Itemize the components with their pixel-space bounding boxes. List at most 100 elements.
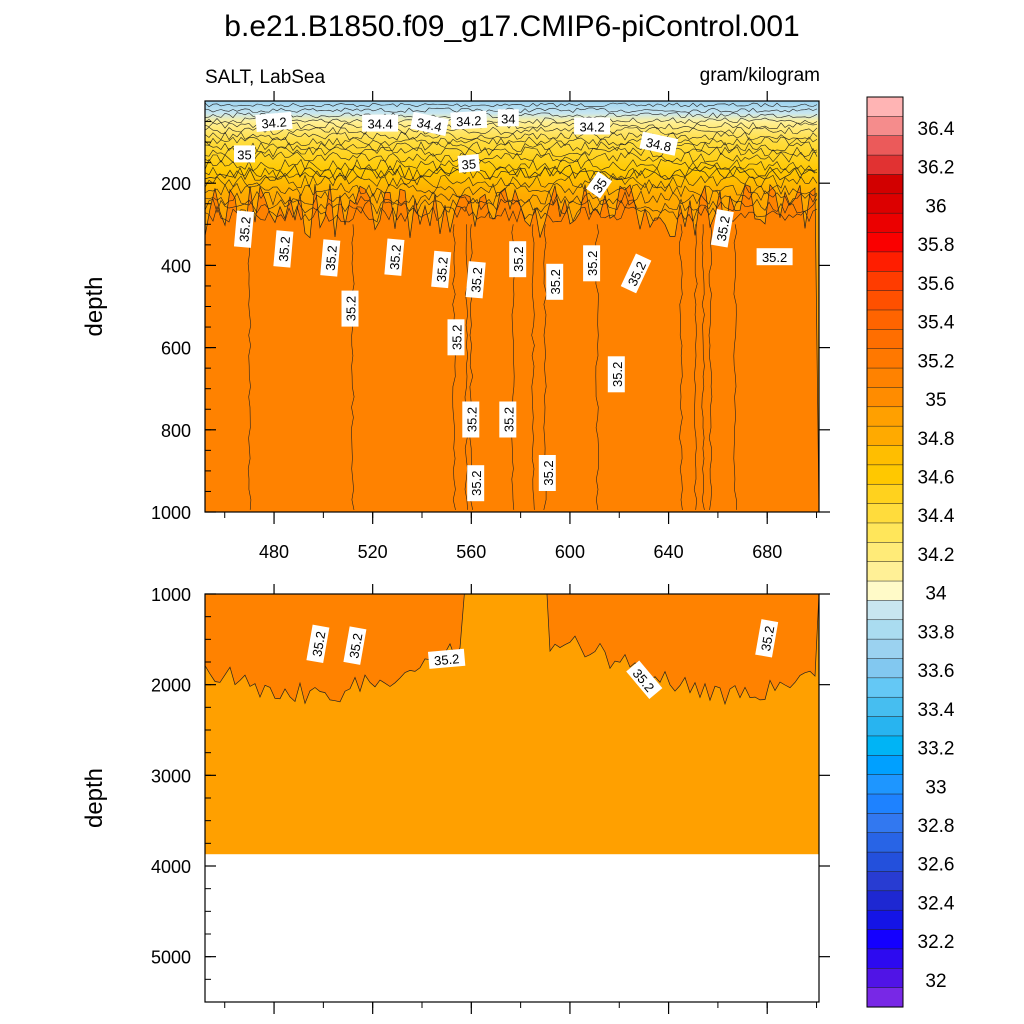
colorbar-swatch xyxy=(866,987,904,1008)
contour-label-box xyxy=(497,109,519,127)
colorbar-swatch xyxy=(866,116,904,137)
contour-label-text: 35.2 xyxy=(309,630,328,658)
colorbar-swatch xyxy=(866,232,904,253)
contour-label-box xyxy=(273,230,294,268)
contour-label-box xyxy=(620,253,652,294)
y-axis-label: depth xyxy=(81,768,108,828)
colorbar-label: 33.6 xyxy=(918,661,955,682)
colorbar-label: 32.2 xyxy=(918,932,955,953)
contour-label: 34.4 xyxy=(410,111,449,136)
colorbar-label: 34.8 xyxy=(918,429,955,450)
contour-line xyxy=(701,224,705,510)
colorbar: 36.4 36.2 36 35.8 35.6 35.4 35.2 35 34.8 34.6 34.4… xyxy=(866,96,955,1008)
colorbar-swatch xyxy=(866,154,904,175)
contour-label-box xyxy=(431,250,452,289)
contour-label: 35.2 xyxy=(320,239,341,277)
contour-label-text: 34.2 xyxy=(261,114,288,131)
lower-panel-bands xyxy=(205,594,819,1002)
upper-panel-contour-labels: 34.2 34.4 34.4 34.2 34 34.2 34.8 35 35 35 35.2 35.2… xyxy=(233,109,793,502)
colorbar-swatch xyxy=(866,890,904,911)
lower-panel-axes: 1000 2000 3000 4000 5000 depth xyxy=(81,584,830,1014)
colorbar-label: 33.4 xyxy=(918,700,955,721)
contour-label: 35.2 xyxy=(341,290,359,327)
contour-label-box xyxy=(574,117,611,135)
colorbar-label: 33 xyxy=(925,777,946,798)
contour-line xyxy=(205,205,818,223)
contour-label-text: 35 xyxy=(590,175,611,195)
contour-label-box xyxy=(626,660,663,700)
colorbar-swatch xyxy=(866,948,904,969)
contour-label-text: 35.2 xyxy=(585,251,600,276)
contour-label-box xyxy=(538,455,556,491)
colorbar-swatch xyxy=(866,638,904,660)
colorbar-swatch xyxy=(866,600,904,621)
contour-label-text: 34.2 xyxy=(456,113,482,129)
colorbar-swatch xyxy=(866,658,904,679)
colorbar-swatch xyxy=(866,561,904,582)
colorbar-label: 36.4 xyxy=(918,119,955,140)
x-tick-label: 520 xyxy=(358,542,388,562)
contour-label-text: 34.4 xyxy=(367,117,392,132)
x-tick-label: 600 xyxy=(555,542,585,562)
contour-label: 34.2 xyxy=(450,110,488,130)
colorbar-swatch xyxy=(866,309,904,330)
colorbar-swatch xyxy=(866,832,904,853)
contour-line xyxy=(452,224,456,510)
colorbar-swatch xyxy=(866,271,904,292)
y-tick-label: 1000 xyxy=(151,503,191,523)
colorbar-swatch xyxy=(866,174,904,195)
contour-label-text: 35.2 xyxy=(344,296,359,321)
contour-line xyxy=(733,224,737,510)
y-tick-label: 600 xyxy=(161,339,191,359)
contour-label: 35.2 xyxy=(273,230,294,268)
contour-label-text: 35.2 xyxy=(548,269,563,294)
contour-label-text: 35.2 xyxy=(714,215,733,243)
contour-label-box xyxy=(362,114,399,132)
y-tick-label: 1000 xyxy=(151,585,191,605)
contour-label: 34 xyxy=(497,109,519,127)
colorbar-swatch xyxy=(866,464,904,485)
colorbar-swatch xyxy=(866,406,904,427)
contour-label-box xyxy=(234,145,255,163)
contour-label: 35.2 xyxy=(546,263,564,300)
contour-label-text: 35.2 xyxy=(236,216,253,243)
contour-label-box xyxy=(509,241,527,278)
colorbar-label: 35.2 xyxy=(918,351,955,372)
contour-label-text: 35.2 xyxy=(450,325,465,350)
colorbar-swatch xyxy=(866,813,904,834)
y-tick-label: 2000 xyxy=(151,676,191,696)
colorbar-swatch xyxy=(866,483,904,505)
contour-line xyxy=(205,151,818,163)
colorbar-swatch xyxy=(866,387,904,408)
contour-label: 35 xyxy=(457,154,480,173)
contour-line xyxy=(351,224,355,510)
contour-line xyxy=(708,224,713,510)
contour-label: 35.2 xyxy=(462,401,480,438)
colorbar-swatch xyxy=(866,503,904,524)
colorbar-swatch xyxy=(866,580,904,601)
seafloor-mask xyxy=(205,854,819,1002)
y-tick-label: 4000 xyxy=(151,857,191,877)
colorbar-swatch xyxy=(866,542,904,563)
contour-line xyxy=(205,126,818,135)
contour-label-box xyxy=(546,263,564,300)
y-tick-label: 200 xyxy=(161,174,191,194)
contour-label: 34.2 xyxy=(574,117,611,135)
contour-label-box xyxy=(462,401,480,438)
colorbar-swatch xyxy=(866,677,904,698)
colorbar-swatch xyxy=(866,929,904,950)
colorbar-swatch xyxy=(866,735,904,756)
colorbar-swatch xyxy=(866,251,904,272)
contour-label: 35.2 xyxy=(538,455,556,491)
x-tick-label: 640 xyxy=(654,542,684,562)
colorbar-swatch xyxy=(866,522,904,543)
colorbar-label: 35.6 xyxy=(918,274,955,295)
contour-label-box xyxy=(341,290,359,327)
y-tick-label: 800 xyxy=(161,421,191,441)
contour-label-box xyxy=(306,624,330,664)
colorbar-swatch xyxy=(866,425,904,447)
colorbar-label: 35.8 xyxy=(918,235,955,256)
contour-label-text: 34 xyxy=(501,111,515,126)
colorbar-label: 32.8 xyxy=(918,816,955,837)
